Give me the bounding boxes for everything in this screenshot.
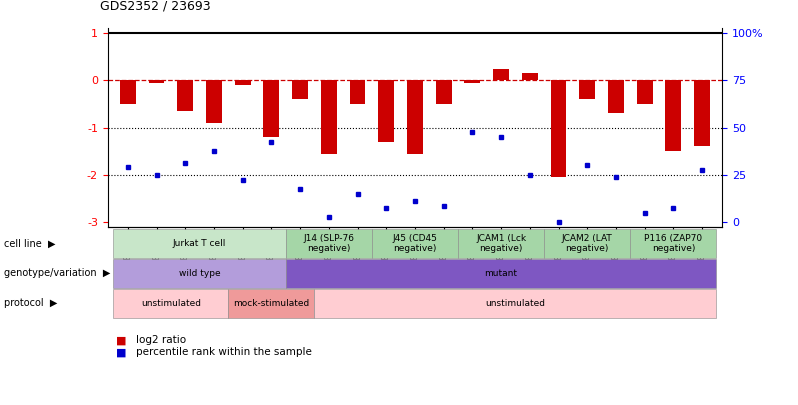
Bar (493, 68, 509, 80)
Bar (579, 80, 595, 99)
Bar (666, 80, 681, 151)
Bar (694, 80, 710, 147)
Text: mutant: mutant (484, 269, 518, 278)
Bar (464, 80, 480, 83)
Text: P116 (ZAP70
negative): P116 (ZAP70 negative) (644, 234, 702, 253)
Text: genotype/variation  ▶: genotype/variation ▶ (4, 269, 110, 278)
Bar (522, 73, 538, 80)
Bar (551, 80, 567, 177)
Text: percentile rank within the sample: percentile rank within the sample (136, 347, 311, 357)
Bar (263, 80, 279, 137)
Bar (177, 80, 193, 111)
Bar (235, 80, 251, 85)
Text: JCAM2 (LAT
negative): JCAM2 (LAT negative) (562, 234, 613, 253)
Text: protocol  ▶: protocol ▶ (4, 298, 57, 308)
Bar (120, 80, 136, 104)
Bar (378, 80, 394, 142)
Text: Jurkat T cell: Jurkat T cell (173, 239, 227, 248)
Bar (321, 80, 337, 153)
Text: unstimulated: unstimulated (141, 299, 201, 308)
Text: cell line  ▶: cell line ▶ (4, 239, 56, 248)
Text: ■: ■ (116, 347, 126, 357)
Text: log2 ratio: log2 ratio (136, 335, 186, 345)
Text: J14 (SLP-76
negative): J14 (SLP-76 negative) (303, 234, 354, 253)
Bar (637, 80, 653, 104)
Text: mock-stimulated: mock-stimulated (233, 299, 310, 308)
Bar (407, 80, 423, 153)
Bar (436, 80, 452, 104)
Text: unstimulated: unstimulated (485, 299, 546, 308)
Text: wild type: wild type (179, 269, 220, 278)
Bar (608, 80, 624, 113)
Bar (350, 80, 365, 104)
Bar (292, 80, 308, 99)
Bar (206, 80, 222, 123)
Text: GDS2352 / 23693: GDS2352 / 23693 (100, 0, 211, 12)
Text: JCAM1 (Lck
negative): JCAM1 (Lck negative) (476, 234, 526, 253)
Text: ■: ■ (116, 335, 126, 345)
Text: J45 (CD45
negative): J45 (CD45 negative) (393, 234, 437, 253)
Bar (148, 80, 164, 83)
